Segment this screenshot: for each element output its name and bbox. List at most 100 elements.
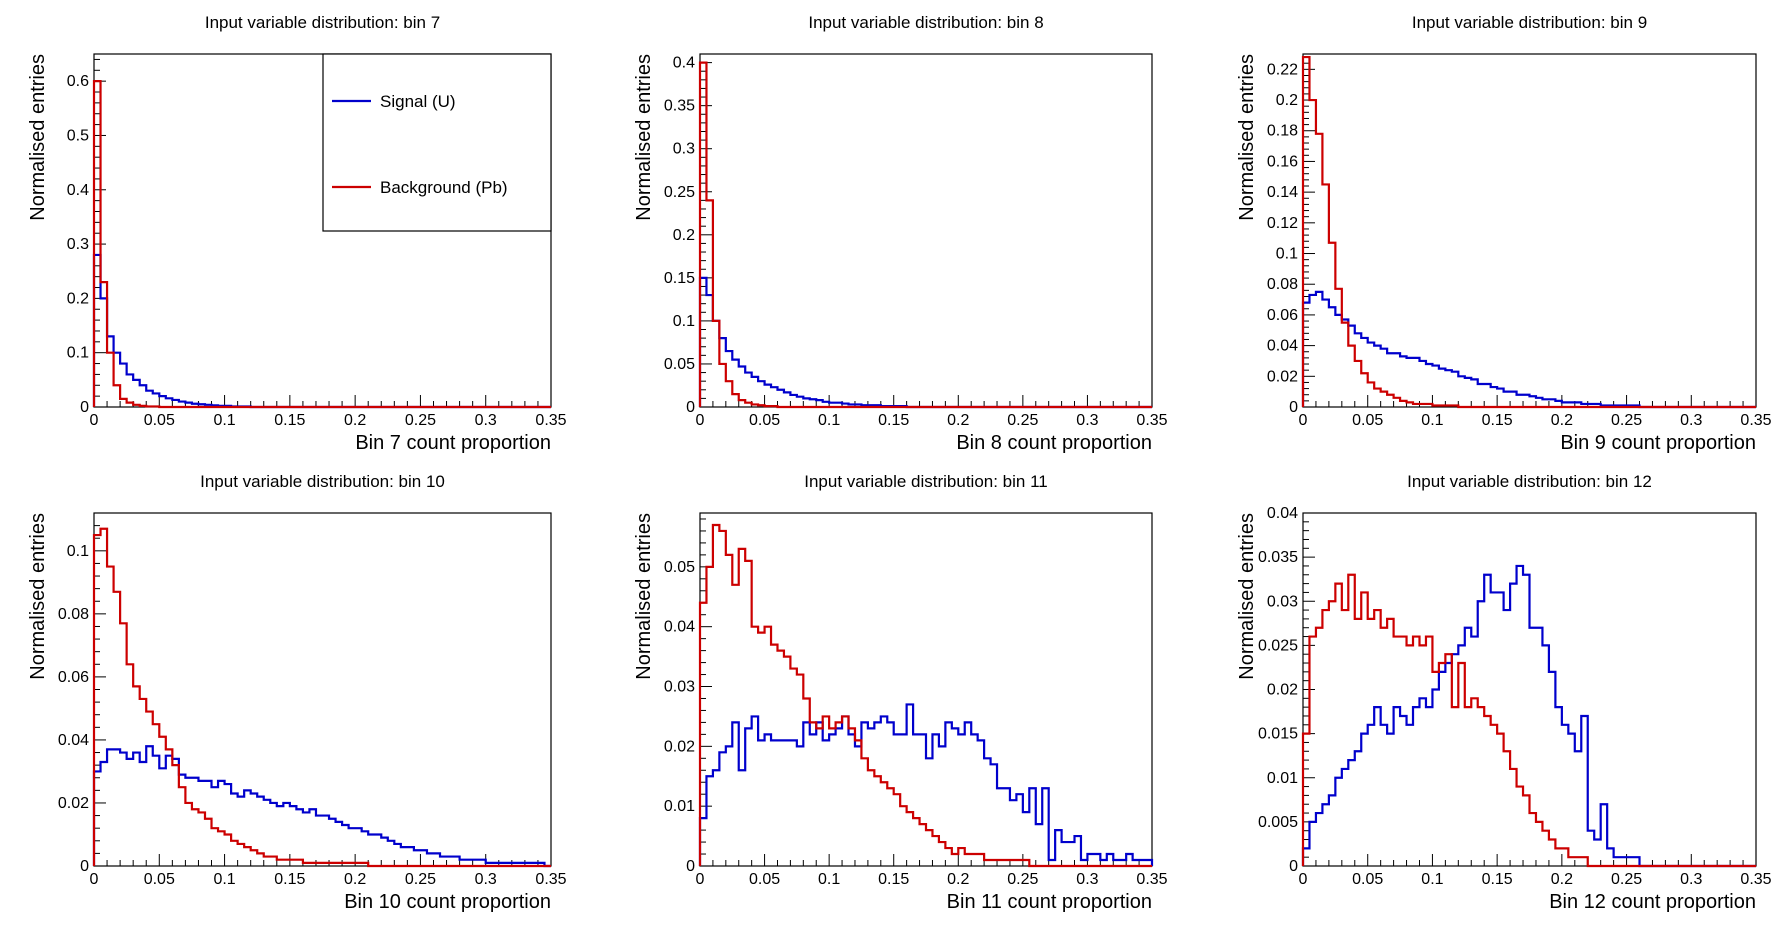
y-axis-label: Normalised entries xyxy=(27,513,49,680)
signal-histogram-line xyxy=(1301,564,1756,868)
x-tick-label: 0.3 xyxy=(1680,871,1702,888)
x-tick-label: 0.2 xyxy=(947,412,969,429)
x-tick-label: 0.1 xyxy=(818,871,840,888)
x-axis-label: Bin 11 count proportion xyxy=(947,891,1152,913)
x-tick-label: 0.15 xyxy=(878,871,909,888)
y-tick-label: 0.02 xyxy=(1267,368,1298,385)
x-tick-label: 0.1 xyxy=(1421,871,1443,888)
y-tick-label: 0.01 xyxy=(1267,770,1298,787)
y-tick-label: 0.05 xyxy=(664,559,695,576)
x-tick-label: 0.05 xyxy=(144,871,175,888)
x-tick-label: 0.15 xyxy=(1482,871,1513,888)
x-tick-label: 0.1 xyxy=(213,412,235,429)
plot-frame xyxy=(1302,53,1757,408)
background-histogram-line xyxy=(1301,573,1756,868)
x-tick-label: 0.2 xyxy=(1551,412,1573,429)
y-tick-label: 0.08 xyxy=(1267,276,1298,293)
y-tick-label: 0.5 xyxy=(67,127,89,144)
background-histogram-line xyxy=(92,80,551,409)
y-tick-label: 0.2 xyxy=(67,290,89,307)
chart-panel-8: 0 0.05 0.1 0.15 0.2 0.25 0.3 0.35 0 0.05 0.1 0.15 0.… xyxy=(633,13,1168,454)
y-tick-label: 0 xyxy=(686,858,695,875)
signal-histogram-line xyxy=(92,745,551,868)
x-tick-label: 0.25 xyxy=(1611,412,1642,429)
y-tick-label: 0.3 xyxy=(67,236,89,253)
x-tick-label: 0.1 xyxy=(213,871,235,888)
x-axis-label: Bin 7 count proportion xyxy=(355,432,551,454)
legend-background-label: Background (Pb) xyxy=(380,178,508,197)
y-tick-label: 0.16 xyxy=(1267,153,1298,170)
x-tick-label: 0.25 xyxy=(1007,412,1038,429)
y-tick-label: 0 xyxy=(80,399,89,416)
y-axis-label: Normalised entries xyxy=(633,54,655,221)
plot-frame xyxy=(699,53,1153,408)
x-tick-label: 0.05 xyxy=(1352,412,1383,429)
x-axis-label: Bin 10 count proportion xyxy=(344,891,551,913)
y-tick-label: 0.18 xyxy=(1267,123,1298,140)
chart-panel-9: 0 0.05 0.1 0.15 0.2 0.25 0.3 0.35 0 0.02 0.04 0.06 0… xyxy=(1236,13,1772,454)
y-tick-label: 0.25 xyxy=(664,184,695,201)
x-tick-label: 0 xyxy=(1299,412,1308,429)
x-tick-label: 0.25 xyxy=(1007,871,1038,888)
chart-title: Input variable distribution: bin 10 xyxy=(200,472,445,491)
x-tick-label: 0.3 xyxy=(1680,412,1702,429)
y-axis-label: Normalised entries xyxy=(1236,513,1258,680)
x-tick-label: 0.15 xyxy=(1482,412,1513,429)
chart-title: Input variable distribution: bin 9 xyxy=(1412,13,1647,32)
y-tick-label: 0.1 xyxy=(67,543,89,560)
y-tick-label: 0.1 xyxy=(673,313,695,330)
y-tick-label: 0 xyxy=(686,399,695,416)
y-tick-label: 0.2 xyxy=(673,227,695,244)
x-tick-label: 0.35 xyxy=(1136,412,1167,429)
x-tick-label: 0 xyxy=(90,871,99,888)
background-histogram-line xyxy=(698,523,1152,868)
y-tick-label: 0.03 xyxy=(1267,593,1298,610)
x-tick-label: 0.25 xyxy=(405,871,436,888)
y-tick-label: 0.08 xyxy=(58,606,89,623)
y-tick-label: 0.15 xyxy=(664,270,695,287)
y-tick-label: 0.035 xyxy=(1258,549,1298,566)
chart-title: Input variable distribution: bin 7 xyxy=(205,13,440,32)
x-tick-label: 0.2 xyxy=(344,412,366,429)
y-tick-label: 0.1 xyxy=(67,345,89,362)
x-tick-label: 0.2 xyxy=(947,871,969,888)
chart-panel-11: 0 0.05 0.1 0.15 0.2 0.25 0.3 0.35 0 0.01 0.02 0.03 0… xyxy=(633,472,1168,913)
x-tick-label: 0 xyxy=(696,412,705,429)
y-tick-label: 0.015 xyxy=(1258,726,1298,743)
y-tick-label: 0.4 xyxy=(673,55,695,72)
chart-title: Input variable distribution: bin 12 xyxy=(1407,472,1652,491)
x-tick-label: 0.1 xyxy=(818,412,840,429)
y-tick-label: 0.22 xyxy=(1267,61,1298,78)
x-tick-label: 0.35 xyxy=(1740,871,1771,888)
y-tick-label: 0 xyxy=(1289,858,1298,875)
y-tick-label: 0.4 xyxy=(67,182,89,199)
y-tick-label: 0.06 xyxy=(1267,307,1298,324)
x-tick-label: 0.15 xyxy=(274,871,305,888)
signal-histogram-line xyxy=(92,253,551,409)
y-tick-label: 0.05 xyxy=(664,356,695,373)
legend-signal-label: Signal (U) xyxy=(380,92,456,111)
x-tick-label: 0.35 xyxy=(535,871,566,888)
plot-frame xyxy=(93,512,552,867)
signal-histogram-line xyxy=(698,703,1154,866)
y-axis-label: Normalised entries xyxy=(633,513,655,680)
y-tick-label: 0.2 xyxy=(1276,92,1298,109)
y-tick-label: 0.02 xyxy=(58,795,89,812)
x-tick-label: 0.3 xyxy=(1076,412,1098,429)
x-tick-label: 0.15 xyxy=(274,412,305,429)
x-axis-label: Bin 9 count proportion xyxy=(1560,432,1756,454)
x-tick-label: 0.1 xyxy=(1421,412,1443,429)
signal-histogram-line xyxy=(1301,290,1756,409)
y-tick-label: 0.025 xyxy=(1258,637,1298,654)
y-tick-label: 0 xyxy=(80,858,89,875)
x-tick-label: 0.05 xyxy=(144,412,175,429)
x-tick-label: 0.05 xyxy=(749,871,780,888)
y-tick-label: 0.04 xyxy=(1267,505,1298,522)
x-tick-label: 0.3 xyxy=(475,412,497,429)
x-tick-label: 0.35 xyxy=(535,412,566,429)
x-tick-label: 0.35 xyxy=(1136,871,1167,888)
plot-frame xyxy=(699,512,1153,867)
x-axis-label: Bin 12 count proportion xyxy=(1549,891,1756,913)
y-tick-label: 0.04 xyxy=(664,619,695,636)
